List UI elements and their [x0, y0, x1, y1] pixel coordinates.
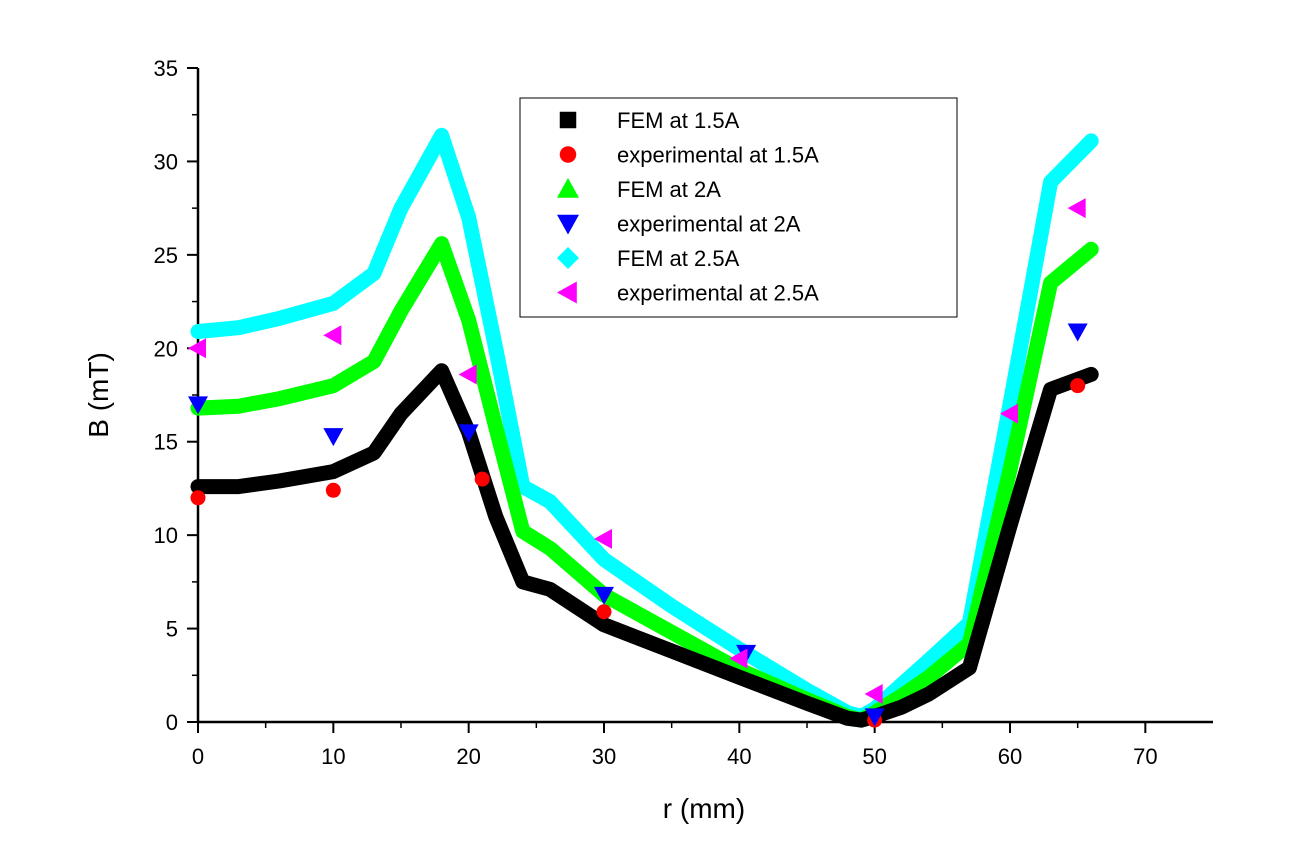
legend-marker	[557, 178, 579, 198]
data-point	[458, 364, 477, 385]
x-axis-title: r (mm)	[663, 793, 745, 824]
x-tick-label: 20	[456, 744, 480, 769]
data-point	[1067, 198, 1086, 219]
x-tick-label: 30	[592, 744, 616, 769]
data-point	[323, 325, 342, 346]
legend-marker	[559, 146, 577, 163]
data-point	[188, 338, 206, 359]
legend-label: experimental at 2.5A	[617, 281, 819, 306]
data-point	[458, 424, 479, 443]
legend-item-fem-at-2a: FEM at 2A	[557, 177, 721, 202]
legend-item-experimental-at-2a: experimental at 2A	[557, 212, 801, 237]
legend-item-fem-at-2-5a: FEM at 2.5A	[557, 246, 740, 271]
series-line	[190, 363, 1099, 728]
data-point	[323, 428, 344, 447]
y-tick-label: 0	[166, 710, 178, 735]
data-point	[474, 471, 490, 487]
legend-label: FEM at 2A	[617, 177, 721, 202]
series-experimental-at-1-5a	[190, 378, 1086, 728]
y-tick-label: 10	[154, 523, 178, 548]
legend-label: FEM at 1.5A	[617, 108, 740, 133]
legend-marker	[557, 281, 577, 304]
data-point	[1070, 378, 1086, 394]
data-point	[594, 528, 612, 549]
series-line	[190, 127, 1099, 724]
series-layer	[188, 127, 1099, 728]
data-point	[729, 648, 748, 669]
series-fem-at-2a	[190, 236, 1099, 728]
series-fem-at-2-5a	[190, 127, 1099, 724]
legend-label: FEM at 2.5A	[617, 246, 740, 271]
y-tick-label: 30	[154, 149, 178, 174]
x-tick-label: 60	[998, 744, 1022, 769]
legend-marker	[559, 111, 577, 129]
y-tick-label: 5	[166, 617, 178, 642]
series-line	[190, 236, 1099, 728]
legend-item-experimental-at-1-5a: experimental at 1.5A	[559, 143, 819, 168]
series-fem-at-1-5a	[190, 363, 1099, 728]
y-tick-label: 20	[154, 336, 178, 361]
data-point	[864, 683, 883, 704]
y-tick-label: 15	[154, 430, 178, 455]
data-point	[1000, 403, 1018, 424]
data-point	[864, 708, 885, 727]
legend-marker	[557, 247, 579, 269]
legend-item-experimental-at-2-5a: experimental at 2.5A	[557, 281, 819, 306]
data-point	[325, 482, 341, 498]
series-experimental-at-2a	[188, 323, 1088, 727]
data-point	[188, 396, 208, 415]
legend-label: experimental at 1.5A	[617, 143, 819, 168]
x-tick-label: 10	[321, 744, 345, 769]
legend-item-fem-at-1-5a: FEM at 1.5A	[559, 108, 740, 133]
y-tick-label: 35	[154, 56, 178, 81]
legend: FEM at 1.5A experimental at 1.5A FEM at 2A…	[519, 97, 958, 318]
y-tick-label: 25	[154, 243, 178, 268]
legend-box	[519, 97, 958, 318]
data-point	[190, 490, 206, 506]
x-tick-label: 70	[1133, 744, 1157, 769]
legend-marker	[557, 214, 579, 235]
legend-label: experimental at 2A	[617, 212, 801, 237]
data-point	[596, 604, 612, 620]
x-tick-label: 50	[862, 744, 886, 769]
x-tick-label: 40	[727, 744, 751, 769]
series-experimental-at-2-5a	[188, 198, 1086, 704]
y-axis-title: B (mT)	[83, 352, 114, 438]
axes: 0 10 20 30 40 50 60 70 0 5 10 15 20 25 30 35	[154, 56, 1213, 769]
x-tick-label: 0	[192, 744, 204, 769]
data-point	[1067, 323, 1088, 342]
data-point	[594, 586, 614, 605]
